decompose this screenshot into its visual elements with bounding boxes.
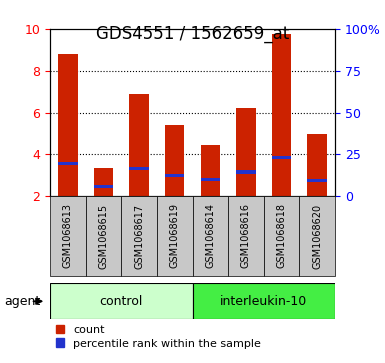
Bar [272,34,291,196]
Bar [157,196,192,276]
Bar [121,196,157,276]
Bar [201,145,220,196]
Bar [236,171,256,174]
Bar [236,108,256,196]
Bar [129,94,149,196]
Bar [300,196,335,276]
Bar [94,168,113,196]
Text: GSM1068616: GSM1068616 [241,203,251,269]
Bar [85,196,121,276]
Text: GSM1068620: GSM1068620 [312,203,322,269]
Bar [228,196,264,276]
Bar [129,167,149,171]
Text: GDS4551 / 1562659_at: GDS4551 / 1562659_at [96,25,289,44]
Text: GSM1068613: GSM1068613 [63,203,73,269]
Text: GSM1068614: GSM1068614 [205,203,215,269]
Bar [307,179,327,182]
Bar [58,162,78,165]
Bar [50,283,192,319]
Bar [264,196,300,276]
Bar [58,54,78,196]
Bar [165,125,184,196]
Bar [94,185,113,188]
Text: GSM1068617: GSM1068617 [134,203,144,269]
Bar [272,156,291,159]
Text: GSM1068618: GSM1068618 [276,203,286,269]
Legend: count, percentile rank within the sample: count, percentile rank within the sample [55,325,261,348]
Text: control: control [100,295,143,308]
Text: agent: agent [4,295,40,308]
Text: interleukin-10: interleukin-10 [220,295,307,308]
Bar [307,134,327,196]
Bar [165,174,184,177]
Text: GSM1068615: GSM1068615 [99,203,109,269]
Bar [50,196,85,276]
Text: GSM1068619: GSM1068619 [170,203,180,269]
Bar [201,178,220,181]
Bar [192,196,228,276]
Bar [192,283,335,319]
